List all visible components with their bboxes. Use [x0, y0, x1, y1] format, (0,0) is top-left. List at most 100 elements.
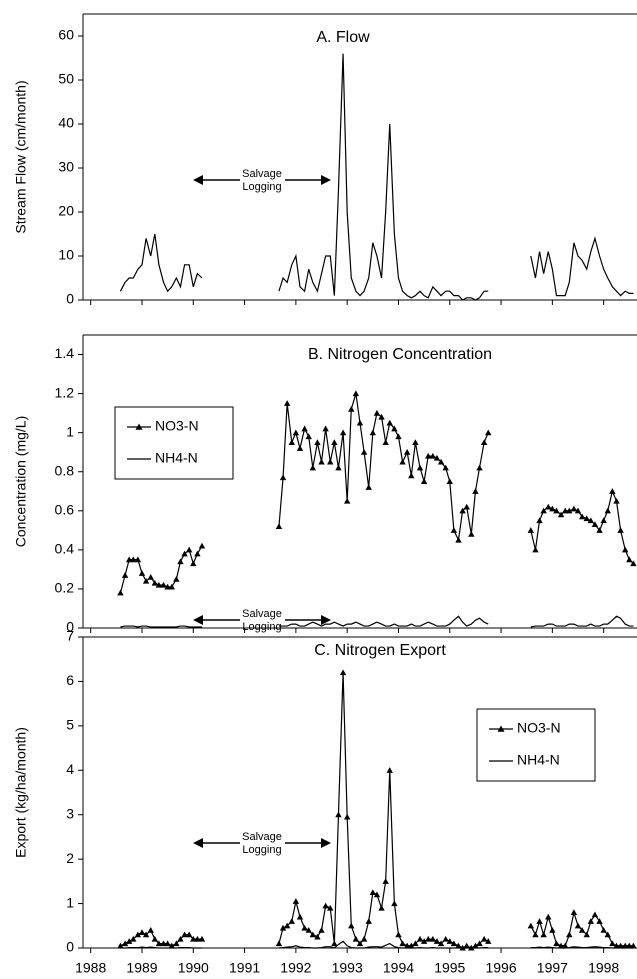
marker — [617, 942, 624, 949]
legend-label: NO3-N — [155, 418, 199, 434]
marker — [591, 911, 599, 918]
marker — [275, 523, 283, 529]
marker — [622, 942, 629, 949]
marker — [147, 927, 154, 933]
marker — [138, 570, 146, 576]
y-tick-label: 20 — [58, 203, 74, 219]
marker — [630, 942, 637, 949]
marker — [382, 878, 389, 884]
marker — [301, 924, 308, 931]
marker — [591, 521, 599, 528]
panel-title: A. Flow — [316, 29, 370, 46]
marker — [356, 419, 364, 426]
marker — [557, 942, 565, 949]
marker — [138, 929, 146, 936]
y-tick-label: 0.4 — [55, 541, 75, 557]
marker — [626, 942, 633, 949]
marker — [476, 940, 483, 947]
marker — [296, 445, 304, 451]
marker — [476, 464, 483, 471]
marker — [561, 507, 569, 514]
marker — [314, 439, 321, 445]
panel-title: B. Nitrogen Concentration — [308, 346, 492, 363]
arrow-head — [321, 838, 331, 848]
marker — [596, 527, 603, 533]
marker — [446, 478, 453, 485]
marker — [472, 488, 479, 494]
marker — [395, 433, 402, 440]
marker — [566, 931, 573, 938]
marker — [147, 574, 154, 580]
annotation: Logging — [242, 844, 281, 856]
y-tick-label: 1 — [66, 423, 74, 439]
marker — [275, 940, 283, 947]
marker — [173, 575, 180, 582]
marker — [600, 517, 607, 524]
marker — [600, 927, 607, 933]
marker — [545, 503, 552, 510]
marker — [327, 458, 334, 465]
arrow-head — [193, 838, 203, 848]
marker — [596, 918, 603, 924]
marker — [356, 940, 364, 947]
marker — [369, 889, 377, 896]
marker — [348, 922, 355, 929]
legend-label: NH4-N — [517, 752, 560, 768]
marker — [613, 942, 620, 949]
marker — [339, 429, 347, 436]
y-tick-label: 3 — [66, 805, 74, 821]
marker — [446, 938, 453, 944]
marker — [168, 942, 175, 949]
marker — [561, 942, 569, 949]
marker — [198, 542, 206, 549]
marker — [532, 931, 539, 938]
marker — [318, 927, 325, 933]
marker — [194, 550, 201, 557]
marker — [373, 409, 381, 416]
marker — [480, 935, 488, 942]
arrow-head — [321, 615, 331, 625]
marker — [386, 419, 393, 426]
marker — [331, 940, 338, 947]
annotation: Logging — [242, 181, 281, 193]
marker — [536, 918, 543, 924]
marker — [433, 454, 441, 461]
marker — [181, 931, 188, 938]
x-tick-label: 1990 — [178, 960, 209, 976]
marker — [545, 913, 552, 920]
marker — [442, 464, 449, 471]
y-tick-label: 0.2 — [55, 580, 75, 596]
marker — [296, 913, 304, 920]
y-tick-label: 7 — [66, 628, 74, 644]
marker — [177, 935, 184, 942]
marker — [540, 931, 547, 938]
x-tick-label: 1993 — [332, 960, 363, 976]
marker — [540, 507, 547, 514]
marker — [130, 935, 137, 942]
marker — [155, 581, 163, 588]
y-tick-label: 5 — [66, 717, 74, 733]
marker — [574, 507, 582, 514]
marker — [335, 464, 342, 471]
marker — [391, 900, 398, 907]
marker — [408, 472, 415, 479]
marker — [420, 478, 428, 485]
marker — [574, 922, 582, 929]
legend-label: NO3-N — [517, 720, 561, 736]
marker — [369, 429, 377, 436]
marker — [566, 507, 573, 514]
marker — [578, 513, 586, 520]
marker — [455, 536, 462, 543]
marker — [155, 940, 163, 947]
marker — [117, 942, 124, 949]
marker — [327, 904, 334, 911]
marker — [570, 505, 578, 512]
marker — [331, 439, 338, 445]
marker — [437, 458, 445, 465]
marker — [121, 940, 129, 947]
y-tick-label: 0.8 — [55, 462, 75, 478]
marker — [360, 935, 368, 942]
x-tick-label: 1994 — [383, 960, 414, 976]
marker — [292, 898, 300, 904]
marker — [130, 556, 137, 563]
